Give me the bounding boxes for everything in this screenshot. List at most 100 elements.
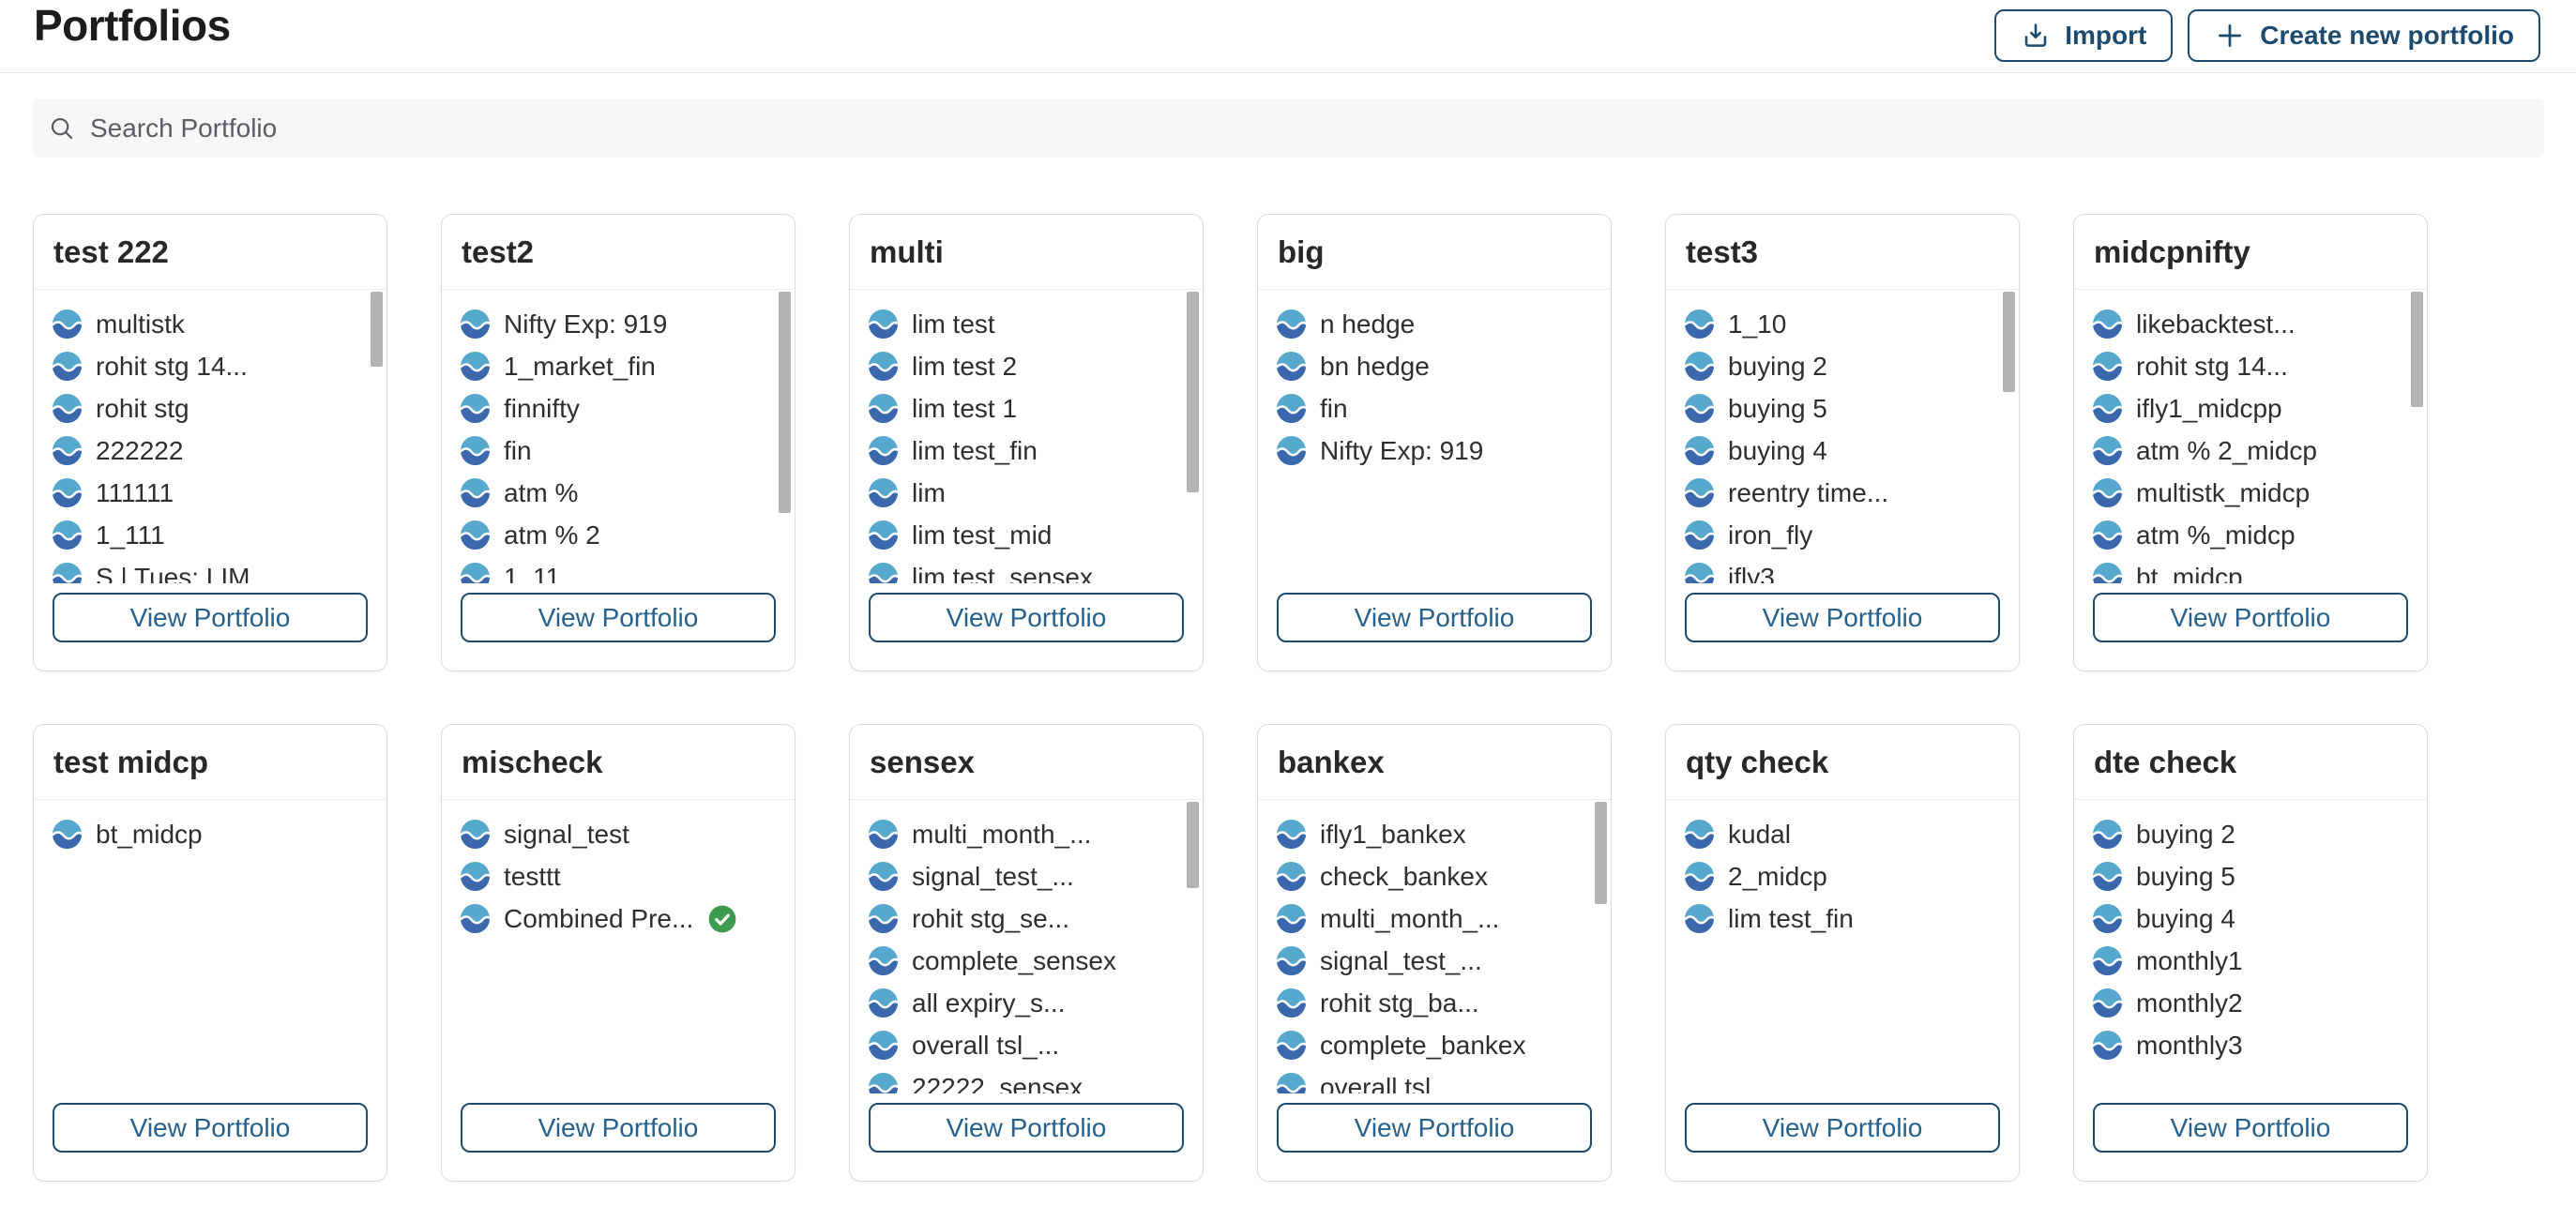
strategy-item[interactable]: monthly1 xyxy=(2093,940,2408,982)
strategy-item[interactable]: monthly2 xyxy=(2093,982,2408,1024)
strategy-item[interactable]: signal_test xyxy=(461,813,776,855)
view-portfolio-button[interactable]: View Portfolio xyxy=(1277,1103,1592,1153)
scrollbar-thumb[interactable] xyxy=(2003,292,2015,392)
view-portfolio-button[interactable]: View Portfolio xyxy=(1685,1103,2000,1153)
strategy-item[interactable]: signal_test_... xyxy=(1277,940,1592,982)
strategy-item[interactable]: kudal xyxy=(1685,813,2000,855)
strategy-item[interactable]: complete_bankex xyxy=(1277,1024,1592,1066)
view-portfolio-button[interactable]: View Portfolio xyxy=(461,593,776,642)
strategy-item[interactable]: buying 2 xyxy=(1685,345,2000,387)
strategy-list[interactable]: multistk rohit stg 14... rohit stg 22222… xyxy=(34,290,386,583)
strategy-item[interactable]: complete_sensex xyxy=(869,940,1184,982)
view-portfolio-button[interactable]: View Portfolio xyxy=(1277,593,1592,642)
strategy-list[interactable]: Nifty Exp: 919 1_market_fin finnifty fin… xyxy=(442,290,795,583)
scrollbar-thumb[interactable] xyxy=(2411,292,2423,407)
strategy-item[interactable]: rohit stg xyxy=(53,387,368,430)
strategy-item[interactable]: lim test_mid xyxy=(869,514,1184,556)
strategy-item[interactable]: finnifty xyxy=(461,387,776,430)
strategy-list[interactable]: lim test lim test 2 lim test 1 lim test_… xyxy=(850,290,1203,583)
scrollbar-thumb[interactable] xyxy=(371,292,383,367)
strategy-item[interactable]: lim test_sensex xyxy=(869,556,1184,583)
strategy-item[interactable]: all expiry_s... xyxy=(869,982,1184,1024)
import-button[interactable]: Import xyxy=(1994,9,2174,62)
strategy-item[interactable]: lim test 2 xyxy=(869,345,1184,387)
strategy-item[interactable]: buying 4 xyxy=(1685,430,2000,472)
strategy-item[interactable]: buying 5 xyxy=(1685,387,2000,430)
strategy-item[interactable]: overall tsl xyxy=(1277,1066,1592,1093)
strategy-list[interactable]: 1_10 buying 2 buying 5 buying 4 reentry … xyxy=(1666,290,2019,583)
strategy-item[interactable]: 1_10 xyxy=(1685,303,2000,345)
view-portfolio-button[interactable]: View Portfolio xyxy=(461,1103,776,1153)
strategy-item[interactable]: bt_midcp xyxy=(53,813,368,855)
strategy-item[interactable]: rohit stg 14... xyxy=(2093,345,2408,387)
create-new-portfolio-button[interactable]: Create new portfolio xyxy=(2188,9,2540,62)
strategy-item[interactable]: Nifty Exp: 919 xyxy=(1277,430,1592,472)
view-portfolio-button[interactable]: View Portfolio xyxy=(53,593,368,642)
view-portfolio-button[interactable]: View Portfolio xyxy=(869,593,1184,642)
strategy-item[interactable]: ifly3 xyxy=(1685,556,2000,583)
strategy-item[interactable]: 1_market_fin xyxy=(461,345,776,387)
strategy-item[interactable]: bt_midcp xyxy=(2093,556,2408,583)
strategy-item[interactable]: signal_test_... xyxy=(869,855,1184,897)
strategy-list[interactable]: likebacktest... rohit stg 14... ifly1_mi… xyxy=(2074,290,2427,583)
strategy-item[interactable]: S | Tues: LIM xyxy=(53,556,368,583)
strategy-item[interactable]: multi_month_... xyxy=(869,813,1184,855)
view-portfolio-button[interactable]: View Portfolio xyxy=(53,1103,368,1153)
strategy-item[interactable]: reentry time... xyxy=(1685,472,2000,514)
strategy-list[interactable]: ifly1_bankex check_bankex multi_month_..… xyxy=(1258,800,1611,1093)
strategy-item[interactable]: multistk xyxy=(53,303,368,345)
strategy-item[interactable]: lim test 1 xyxy=(869,387,1184,430)
strategy-list[interactable]: buying 2 buying 5 buying 4 monthly1 mont… xyxy=(2074,800,2427,1093)
view-portfolio-button[interactable]: View Portfolio xyxy=(1685,593,2000,642)
strategy-item[interactable]: 1_111 xyxy=(53,514,368,556)
strategy-item[interactable]: 111111 xyxy=(53,472,368,514)
strategy-item[interactable]: n hedge xyxy=(1277,303,1592,345)
strategy-item[interactable]: Nifty Exp: 919 xyxy=(461,303,776,345)
strategy-item[interactable]: iron_fly xyxy=(1685,514,2000,556)
strategy-item[interactable]: atm %_midcp xyxy=(2093,514,2408,556)
strategy-item[interactable]: multi_month_... xyxy=(1277,897,1592,940)
strategy-item[interactable]: lim test_fin xyxy=(869,430,1184,472)
strategy-item[interactable]: atm % 2_midcp xyxy=(2093,430,2408,472)
view-portfolio-button[interactable]: View Portfolio xyxy=(2093,593,2408,642)
strategy-item[interactable]: buying 4 xyxy=(2093,897,2408,940)
strategy-item[interactable]: overall tsl_... xyxy=(869,1024,1184,1066)
strategy-item[interactable]: 1_11 xyxy=(461,556,776,583)
strategy-item[interactable]: buying 2 xyxy=(2093,813,2408,855)
strategy-item[interactable]: bn hedge xyxy=(1277,345,1592,387)
strategy-item[interactable]: rohit stg 14... xyxy=(53,345,368,387)
scrollbar-thumb[interactable] xyxy=(779,292,791,513)
scrollbar-thumb[interactable] xyxy=(1595,802,1607,904)
strategy-list[interactable]: n hedge bn hedge fin Nifty Exp: 919 xyxy=(1258,290,1611,583)
strategy-list[interactable]: signal_test testtt Combined Pre... xyxy=(442,800,795,1093)
scrollbar-thumb[interactable] xyxy=(1187,292,1199,492)
strategy-item[interactable]: atm % 2 xyxy=(461,514,776,556)
strategy-item[interactable]: multistk_midcp xyxy=(2093,472,2408,514)
strategy-list[interactable]: multi_month_... signal_test_... rohit st… xyxy=(850,800,1203,1093)
strategy-item[interactable]: rohit stg_ba... xyxy=(1277,982,1592,1024)
strategy-item[interactable]: testtt xyxy=(461,855,776,897)
strategy-item[interactable]: 22222_sensex xyxy=(869,1066,1184,1093)
view-portfolio-button[interactable]: View Portfolio xyxy=(869,1103,1184,1153)
strategy-item[interactable]: lim test_fin xyxy=(1685,897,2000,940)
strategy-item[interactable]: likebacktest... xyxy=(2093,303,2408,345)
strategy-item[interactable]: buying 5 xyxy=(2093,855,2408,897)
strategy-item[interactable]: fin xyxy=(461,430,776,472)
strategy-item[interactable]: Combined Pre... xyxy=(461,897,776,940)
strategy-item[interactable]: fin xyxy=(1277,387,1592,430)
strategy-item[interactable]: ifly1_bankex xyxy=(1277,813,1592,855)
strategy-item[interactable]: rohit stg_se... xyxy=(869,897,1184,940)
strategy-item[interactable]: ifly1_midcpp xyxy=(2093,387,2408,430)
strategy-item[interactable]: atm % xyxy=(461,472,776,514)
strategy-list[interactable]: kudal 2_midcp lim test_fin xyxy=(1666,800,2019,1093)
strategy-item[interactable]: monthly3 xyxy=(2093,1024,2408,1066)
strategy-item[interactable]: 2_midcp xyxy=(1685,855,2000,897)
strategy-item[interactable]: lim xyxy=(869,472,1184,514)
strategy-list[interactable]: bt_midcp xyxy=(34,800,386,1093)
strategy-item[interactable]: check_bankex xyxy=(1277,855,1592,897)
strategy-item[interactable]: 222222 xyxy=(53,430,368,472)
view-portfolio-button[interactable]: View Portfolio xyxy=(2093,1103,2408,1153)
scrollbar-thumb[interactable] xyxy=(1187,802,1199,888)
search-portfolio-input[interactable] xyxy=(88,112,2437,144)
strategy-item[interactable]: lim test xyxy=(869,303,1184,345)
